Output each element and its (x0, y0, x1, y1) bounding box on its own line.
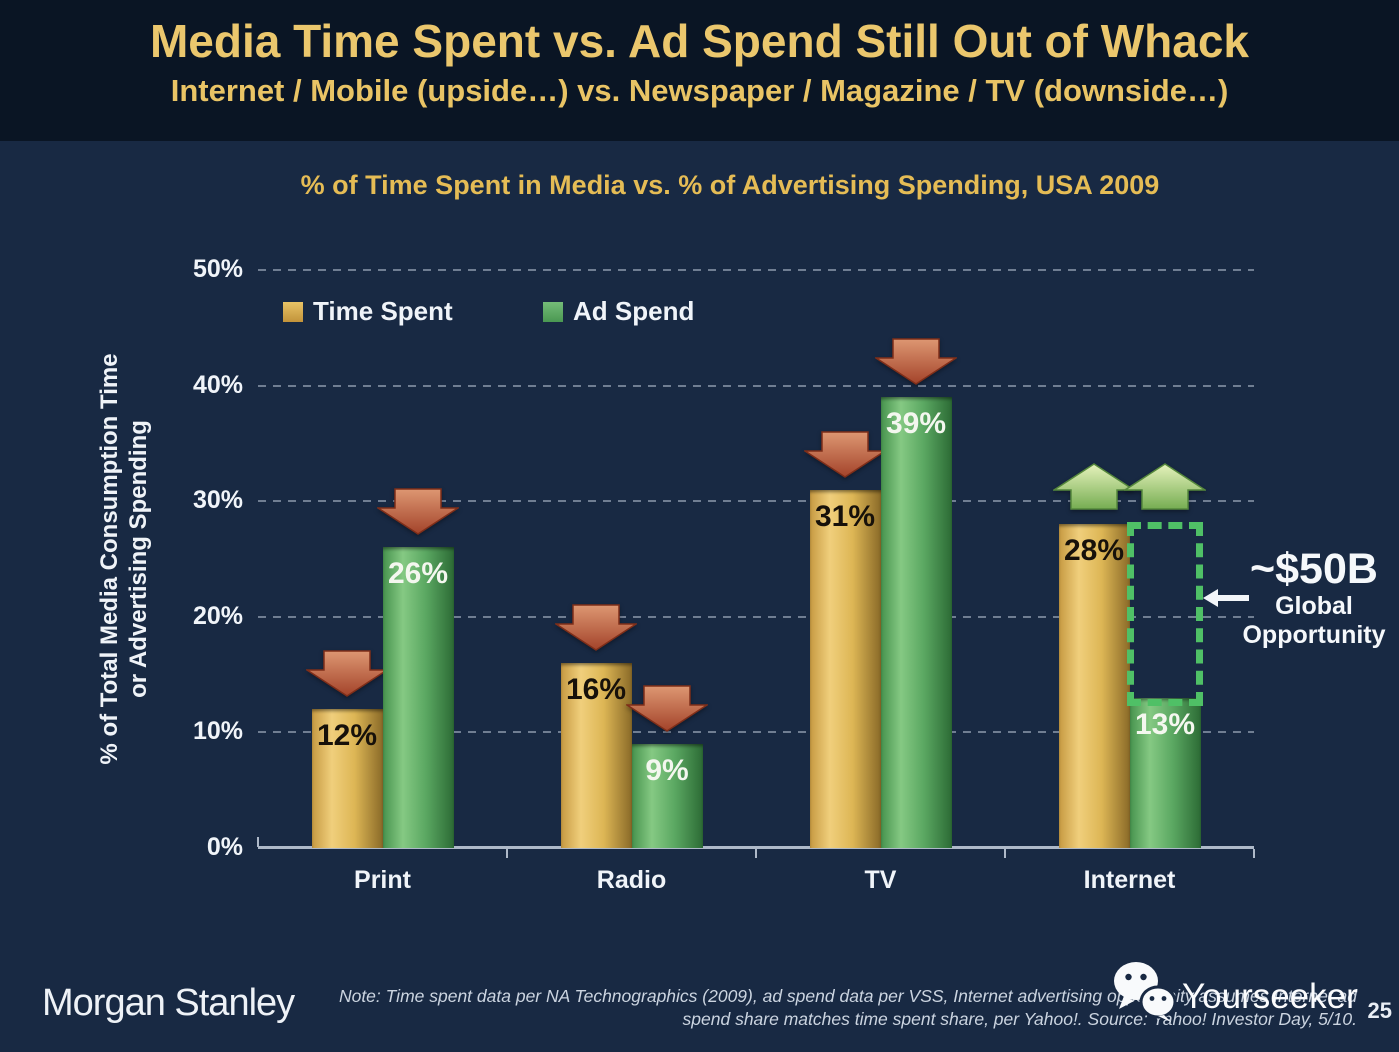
bar-tv-time-spent: 31% (809, 489, 881, 848)
growth-arrow-internet-ad (1124, 463, 1206, 511)
y-axis-title-line2: or Advertising Spending (125, 420, 152, 698)
y-tick-label: 40% (192, 370, 243, 399)
gridline-50 (258, 269, 1254, 271)
slide-title: Media Time Spent vs. Ad Spend Still Out … (149, 15, 1250, 67)
y-tick-label: 10% (192, 717, 243, 746)
legend-label-time-spent: Time Spent (313, 296, 453, 326)
slide-header: Media Time Spent vs. Ad Spend Still Out … (0, 0, 1399, 141)
category-label-internet: Internet (1083, 866, 1176, 894)
decline-arrow-radio-time (555, 604, 637, 651)
bar-value-label: 16% (565, 673, 627, 707)
opportunity-annotation: ~$50B Global Opportunity (1238, 546, 1390, 650)
bar-tv-ad-spend: 39% (880, 397, 952, 848)
y-tick-label: 30% (192, 486, 243, 515)
gridline-20 (258, 615, 1254, 618)
axis-end-tick (257, 837, 259, 847)
bar-value-label: 31% (814, 499, 876, 533)
legend-item-ad-spend: Ad Spend (543, 296, 694, 327)
bar-value-label: 12% (316, 719, 378, 753)
bar-radio-time-spent: 16% (560, 663, 632, 848)
axis-tick (506, 849, 508, 858)
bar-print-time-spent: 12% (311, 709, 383, 848)
y-axis-title: % of Total Media Consumption Time or Adv… (95, 259, 153, 859)
opportunity-gap-outline (1126, 522, 1203, 706)
growth-arrow-internet-time (1053, 463, 1135, 511)
decline-arrow-tv-time (804, 430, 886, 478)
gridline-10 (258, 731, 1254, 734)
slide-subtitle: Internet / Mobile (upside…) vs. Newspape… (170, 73, 1229, 108)
legend-swatch-time-spent (283, 301, 303, 322)
legend-label-ad-spend: Ad Spend (573, 296, 695, 326)
left-pointer-arrow-icon (1203, 589, 1249, 607)
axis-tick (755, 849, 757, 858)
decline-arrow-radio-ad (626, 685, 708, 732)
y-tick-label: 20% (192, 601, 243, 630)
source-note-line2: spend share matches time spent share, pe… (682, 1008, 1357, 1029)
chart-title: % of Time Spent in Media vs. % of Advert… (300, 170, 1160, 200)
bar-radio-ad-spend: 9% (631, 743, 703, 848)
legend-item-time-spent: Time Spent (283, 296, 453, 327)
y-tick-label: 0% (206, 833, 243, 861)
gridline-40 (258, 384, 1254, 387)
page-number: 25 (1367, 998, 1392, 1023)
category-label-radio: Radio (596, 866, 667, 894)
category-label-tv: TV (864, 866, 897, 894)
decline-arrow-tv-ad (875, 338, 957, 386)
source-note: Note: Time spent data per NA Technograph… (300, 985, 1357, 1030)
bar-value-label: 28% (1063, 534, 1125, 568)
bar-internet-ad-spend: 13% (1129, 697, 1201, 848)
source-note-line1: Note: Time spent data per NA Technograph… (338, 986, 1357, 1006)
wechat-icon (1114, 962, 1177, 1022)
bar-value-label: 9% (645, 753, 689, 787)
opportunity-amount: ~$50B (1250, 545, 1378, 593)
bar-print-ad-spend: 26% (382, 547, 454, 848)
bar-value-label: 13% (1134, 707, 1196, 741)
category-label-print: Print (354, 866, 411, 894)
watermark-text: Yourseeker (1182, 977, 1358, 1016)
x-axis-line (258, 846, 1254, 849)
opportunity-line1: Global (1275, 592, 1353, 620)
watermark: Yourseeker (1112, 960, 1358, 1026)
gridline-30 (258, 500, 1254, 503)
legend-swatch-ad-spend (543, 301, 563, 322)
y-axis-title-line1: % of Total Media Consumption Time (96, 353, 123, 765)
bar-value-label: 26% (387, 557, 449, 591)
bar-internet-time-spent: 28% (1058, 524, 1130, 848)
opportunity-line2: Opportunity (1242, 621, 1386, 649)
y-tick-label: 50% (192, 255, 243, 283)
morgan-stanley-logo: Morgan Stanley (42, 982, 295, 1024)
decline-arrow-print-ad (377, 488, 459, 536)
decline-arrow-print-time (306, 650, 388, 698)
axis-tick (1253, 849, 1255, 858)
axis-tick (1004, 849, 1006, 858)
bar-value-label: 39% (885, 407, 947, 441)
